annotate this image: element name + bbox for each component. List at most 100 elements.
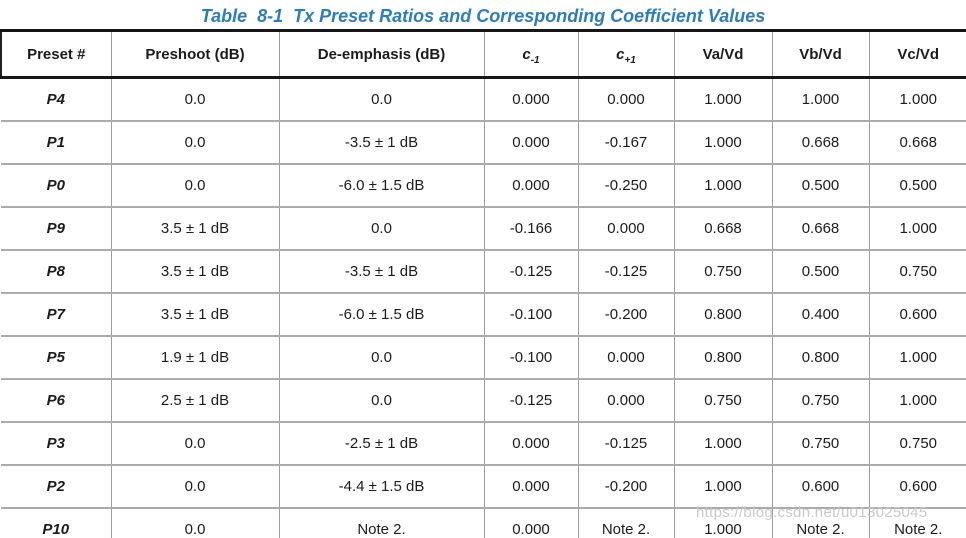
value-cell: Note 2.: [869, 507, 966, 538]
value-cell: -0.125: [578, 421, 675, 465]
value-cell: -4.4 ± 1.5 dB: [279, 464, 485, 508]
table-body: P4 0.0 0.0 0.000 0.000 1.000 1.000 1.000 P1 0.0 -3…: [1, 77, 966, 538]
preset-cell: P0: [1, 163, 112, 207]
column-header: De-emphasis (dB): [279, 30, 485, 79]
value-cell: 0.750: [772, 378, 870, 422]
value-cell: 0.000: [484, 421, 579, 465]
table-row: P5 1.9 ± 1 dB 0.0 -0.100 0.000 0.800 0.800 1.00…: [1, 335, 966, 379]
column-header: Va/Vd: [674, 30, 773, 79]
table-row: P0 0.0 -6.0 ± 1.5 dB 0.000 -0.250 1.000 0.500 0…: [1, 163, 966, 207]
value-cell: 0.0: [111, 77, 280, 121]
column-header: c+1: [578, 30, 675, 79]
table-row: P7 3.5 ± 1 dB -6.0 ± 1.5 dB -0.100 -0.200 0.8…: [1, 292, 966, 336]
value-cell: Note 2.: [772, 507, 870, 538]
value-cell: 0.0: [279, 206, 485, 250]
value-cell: 1.000: [869, 206, 966, 250]
column-header: Preshoot (dB): [111, 30, 280, 79]
header-row: Preset # Preshoot (dB) De-emphasis (dB) c-1…: [0, 30, 966, 79]
value-cell: 3.5 ± 1 dB: [111, 292, 280, 336]
value-cell: 0.668: [869, 120, 966, 164]
table-row: P9 3.5 ± 1 dB 0.0 -0.166 0.000 0.668 0.668 1.00…: [1, 206, 966, 250]
value-cell: 0.000: [484, 163, 579, 207]
value-cell: 0.750: [674, 249, 773, 293]
value-cell: 0.600: [772, 464, 870, 508]
value-cell: 1.000: [674, 163, 773, 207]
preset-cell: P7: [1, 292, 112, 336]
value-cell: 0.0: [111, 507, 280, 538]
value-cell: -0.100: [484, 292, 579, 336]
table-row: P1 0.0 -3.5 ± 1 dB 0.000 -0.167 1.000 0.668 0.6…: [1, 120, 966, 164]
coef-symbol: c: [616, 45, 625, 63]
value-cell: 0.0: [279, 77, 485, 121]
table-row: P6 2.5 ± 1 dB 0.0 -0.125 0.000 0.750 0.750 1.00…: [1, 378, 966, 422]
value-cell: 1.000: [674, 464, 773, 508]
coef-subscript: +1: [624, 54, 636, 66]
table-row: P8 3.5 ± 1 dB -3.5 ± 1 dB -0.125 -0.125 0.750…: [1, 249, 966, 293]
value-cell: 1.9 ± 1 dB: [111, 335, 280, 379]
value-cell: 0.668: [674, 206, 773, 250]
value-cell: -0.125: [578, 249, 675, 293]
value-cell: 1.000: [674, 507, 773, 538]
value-cell: 1.000: [674, 120, 773, 164]
value-cell: 1.000: [869, 378, 966, 422]
value-cell: -3.5 ± 1 dB: [279, 249, 485, 293]
value-cell: 0.000: [484, 77, 579, 121]
value-cell: 1.000: [674, 421, 773, 465]
value-cell: 0.600: [869, 464, 966, 508]
value-cell: 0.0: [279, 378, 485, 422]
value-cell: 0.000: [578, 77, 675, 121]
preset-cell: P10: [1, 507, 112, 538]
coef-subscript: -1: [530, 54, 540, 66]
value-cell: 0.800: [674, 335, 773, 379]
table-row: P4 0.0 0.0 0.000 0.000 1.000 1.000 1.000: [1, 77, 966, 121]
value-cell: 0.800: [674, 292, 773, 336]
value-cell: 0.000: [578, 378, 675, 422]
value-cell: 3.5 ± 1 dB: [111, 206, 280, 250]
value-cell: 2.5 ± 1 dB: [111, 378, 280, 422]
value-cell: 0.0: [279, 335, 485, 379]
column-header: c-1: [484, 30, 579, 79]
preset-cell: P3: [1, 421, 112, 465]
column-header: Vc/Vd: [869, 30, 966, 79]
column-header: Vb/Vd: [772, 30, 870, 79]
value-cell: 0.000: [578, 206, 675, 250]
value-cell: 0.000: [484, 120, 579, 164]
value-cell: -0.125: [484, 249, 579, 293]
value-cell: 0.500: [869, 163, 966, 207]
table-row: P2 0.0 -4.4 ± 1.5 dB 0.000 -0.200 1.000 0.600 0…: [1, 464, 966, 508]
value-cell: -6.0 ± 1.5 dB: [279, 163, 485, 207]
value-cell: -0.125: [484, 378, 579, 422]
preset-cell: P2: [1, 464, 112, 508]
value-cell: 1.000: [869, 335, 966, 379]
value-cell: -2.5 ± 1 dB: [279, 421, 485, 465]
value-cell: -0.166: [484, 206, 579, 250]
value-cell: 0.000: [484, 507, 579, 538]
tx-preset-ratios-table: Preset # Preshoot (dB) De-emphasis (dB) c-1…: [0, 29, 966, 538]
value-cell: 0.500: [772, 249, 870, 293]
value-cell: 0.668: [772, 206, 870, 250]
table-row: P3 0.0 -2.5 ± 1 dB 0.000 -0.125 1.000 0.750 0.7…: [1, 421, 966, 465]
preset-cell: P8: [1, 249, 112, 293]
value-cell: 0.750: [869, 421, 966, 465]
column-header: Preset #: [0, 30, 112, 79]
value-cell: -0.200: [578, 292, 675, 336]
value-cell: 0.600: [869, 292, 966, 336]
table-row: P10 0.0 Note 2. 0.000 Note 2. 1.000 Note 2. Not…: [1, 507, 966, 538]
value-cell: 0.800: [772, 335, 870, 379]
value-cell: 0.000: [578, 335, 675, 379]
value-cell: 0.0: [111, 163, 280, 207]
value-cell: 0.750: [772, 421, 870, 465]
value-cell: 0.000: [484, 464, 579, 508]
value-cell: Note 2.: [578, 507, 675, 538]
preset-cell: P6: [1, 378, 112, 422]
value-cell: 0.750: [869, 249, 966, 293]
value-cell: 0.750: [674, 378, 773, 422]
value-cell: -0.100: [484, 335, 579, 379]
value-cell: 0.0: [111, 421, 280, 465]
value-cell: 0.500: [772, 163, 870, 207]
value-cell: -3.5 ± 1 dB: [279, 120, 485, 164]
value-cell: 3.5 ± 1 dB: [111, 249, 280, 293]
table-title: Table 8-1 Tx Preset Ratios and Correspon…: [200, 6, 766, 26]
value-cell: -0.200: [578, 464, 675, 508]
